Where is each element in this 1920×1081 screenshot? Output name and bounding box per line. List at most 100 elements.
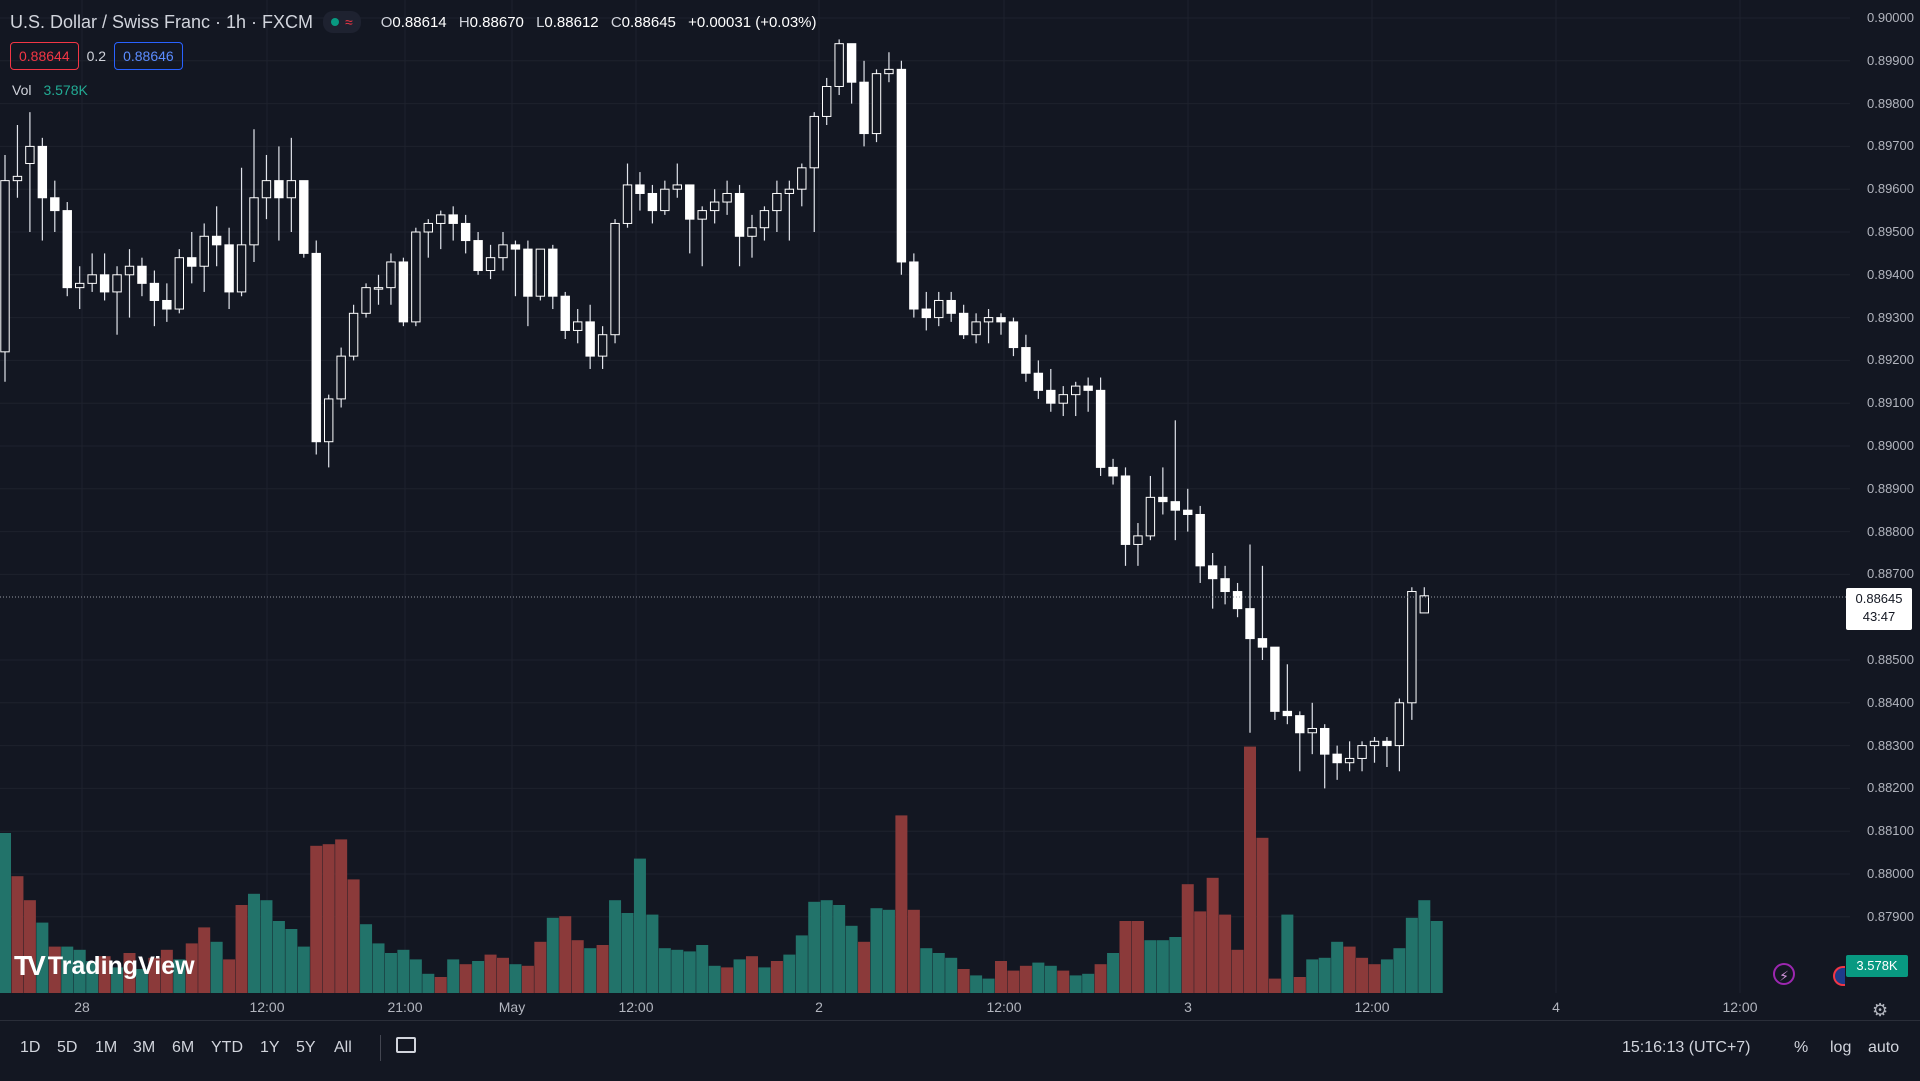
candle-body bbox=[709, 201, 720, 212]
time-tick-label: May bbox=[498, 999, 526, 1015]
timeframe-button-5d[interactable]: 5D bbox=[57, 1039, 78, 1056]
candle-body bbox=[1058, 394, 1068, 404]
volume-bar bbox=[1219, 914, 1232, 993]
ohlc-legend: O0.88614 H0.88670 L0.88612 C0.88645 +0.0… bbox=[380, 13, 817, 31]
volume-bar bbox=[1405, 917, 1418, 993]
auto-scale-toggle[interactable]: auto bbox=[1868, 1039, 1900, 1056]
time-tick-label: 12:00 bbox=[618, 999, 654, 1015]
volume-bar bbox=[509, 964, 522, 993]
candle-body bbox=[1232, 591, 1243, 610]
volume-bar bbox=[521, 965, 534, 993]
volume-bar bbox=[1181, 884, 1194, 993]
volume-bar bbox=[272, 921, 285, 993]
price-tick-label: 0.88100 bbox=[1867, 823, 1914, 839]
volume-legend[interactable]: Vol 3.578K bbox=[12, 82, 88, 98]
candle-body bbox=[921, 308, 931, 319]
percent-scale-toggle[interactable]: % bbox=[1794, 1039, 1809, 1056]
volume-bar bbox=[360, 924, 373, 993]
time-tick-label: 4 bbox=[1552, 999, 1560, 1015]
volume-bar bbox=[1231, 949, 1244, 993]
candle-body bbox=[822, 85, 832, 117]
volume-bar bbox=[135, 969, 148, 993]
volume-bar bbox=[434, 977, 447, 993]
time-tick-label: 28 bbox=[74, 999, 90, 1015]
volume-bar bbox=[770, 961, 783, 993]
candle-body bbox=[1220, 578, 1230, 593]
candle-body bbox=[0, 180, 10, 353]
volume-bar bbox=[1430, 921, 1443, 993]
bar-countdown: 43:47 bbox=[1862, 609, 1896, 624]
candle-body bbox=[274, 180, 284, 199]
timeframe-button-1d[interactable]: 1D bbox=[20, 1039, 41, 1056]
candle-body bbox=[1282, 710, 1293, 717]
volume-bar bbox=[210, 941, 223, 993]
volume-bar bbox=[808, 901, 821, 993]
trade-buttons: 0.88644 0.2 0.88646 bbox=[10, 42, 183, 70]
candle-body bbox=[174, 257, 185, 310]
candle-body bbox=[697, 210, 707, 220]
candle-body bbox=[75, 282, 85, 289]
candle-body bbox=[473, 240, 483, 272]
buy-button[interactable]: 0.88646 bbox=[114, 42, 183, 70]
volume-bar bbox=[596, 945, 609, 993]
candle-body bbox=[50, 197, 60, 212]
chart-area[interactable]: U.S. Dollar / Swiss Franc · 1h · FXCM ≈ … bbox=[0, 0, 1850, 993]
candle-body bbox=[809, 115, 819, 169]
candle-body bbox=[1046, 389, 1056, 404]
candle-body bbox=[1033, 372, 1044, 391]
toolbar-divider bbox=[380, 1035, 381, 1061]
flash-icon[interactable]: ⚡ bbox=[1773, 963, 1795, 985]
timeframe-button-6m[interactable]: 6M bbox=[172, 1039, 195, 1056]
symbol-title[interactable]: U.S. Dollar / Swiss Franc · 1h · FXCM bbox=[10, 11, 314, 32]
log-scale-toggle[interactable]: log bbox=[1830, 1039, 1852, 1056]
price-axis[interactable]: 0.90000 0.89900 0.89800 0.89700 0.89600 0.895… bbox=[1850, 0, 1920, 993]
volume-bar bbox=[0, 833, 11, 993]
chart-settings-icon[interactable]: ⚙ bbox=[1872, 1000, 1889, 1020]
candle-body bbox=[87, 274, 97, 284]
timeframe-button-1m[interactable]: 1M bbox=[95, 1039, 118, 1056]
volume-bar bbox=[1244, 746, 1256, 993]
volume-bar bbox=[111, 967, 124, 993]
timeframe-button-5y[interactable]: 5Y bbox=[296, 1039, 316, 1056]
sell-button[interactable]: 0.88644 bbox=[10, 42, 79, 70]
price-tick-label: 0.89600 bbox=[1867, 181, 1914, 197]
volume-bar bbox=[721, 967, 734, 993]
time-axis[interactable]: 28 12:00 21:00 May 12:00 2 12:00 3 12:00 4 12:00 bbox=[0, 993, 1850, 1019]
time-tick-label: 3 bbox=[1184, 999, 1192, 1015]
timeframe-button-1y[interactable]: 1Y bbox=[260, 1039, 280, 1056]
candle-body bbox=[772, 192, 782, 212]
volume-bar bbox=[347, 879, 360, 993]
candle-body bbox=[1407, 591, 1417, 704]
candle-body bbox=[896, 68, 907, 263]
volume-bar bbox=[198, 927, 211, 993]
volume-bar bbox=[1044, 965, 1057, 993]
volume-bar bbox=[1194, 911, 1207, 993]
market-status[interactable]: ≈ bbox=[323, 11, 361, 33]
volume-bar bbox=[758, 967, 771, 993]
volume-bar bbox=[633, 858, 646, 993]
volume-bar bbox=[858, 941, 871, 993]
volume-bar bbox=[571, 940, 584, 993]
price-tick-label: 0.88400 bbox=[1867, 694, 1914, 710]
candle-body bbox=[1083, 385, 1093, 391]
volume-bar bbox=[235, 905, 248, 993]
timeframe-button-3m[interactable]: 3M bbox=[133, 1039, 156, 1056]
candle-body bbox=[187, 257, 197, 267]
volume-bar bbox=[546, 917, 559, 993]
timeframe-button-all[interactable]: All bbox=[334, 1039, 352, 1056]
price-tick-label: 0.89400 bbox=[1867, 266, 1914, 282]
price-tick-label: 0.88200 bbox=[1867, 780, 1914, 796]
candle-body bbox=[983, 317, 994, 323]
volume-bar bbox=[73, 949, 86, 993]
timeframe-button-ytd[interactable]: YTD bbox=[211, 1039, 243, 1056]
candle-body bbox=[373, 287, 384, 290]
timezone-clock[interactable]: 15:16:13 (UTC+7) bbox=[1622, 1039, 1751, 1056]
candle-body bbox=[112, 274, 122, 293]
volume-bar bbox=[459, 964, 472, 993]
tradingview-logo[interactable]: TV TradingView bbox=[14, 950, 195, 982]
candle-body bbox=[759, 210, 770, 229]
go-to-date-icon[interactable] bbox=[396, 1037, 416, 1053]
chart-canvas[interactable] bbox=[0, 0, 1850, 993]
candle-body bbox=[585, 321, 595, 357]
candle-body bbox=[348, 312, 359, 357]
